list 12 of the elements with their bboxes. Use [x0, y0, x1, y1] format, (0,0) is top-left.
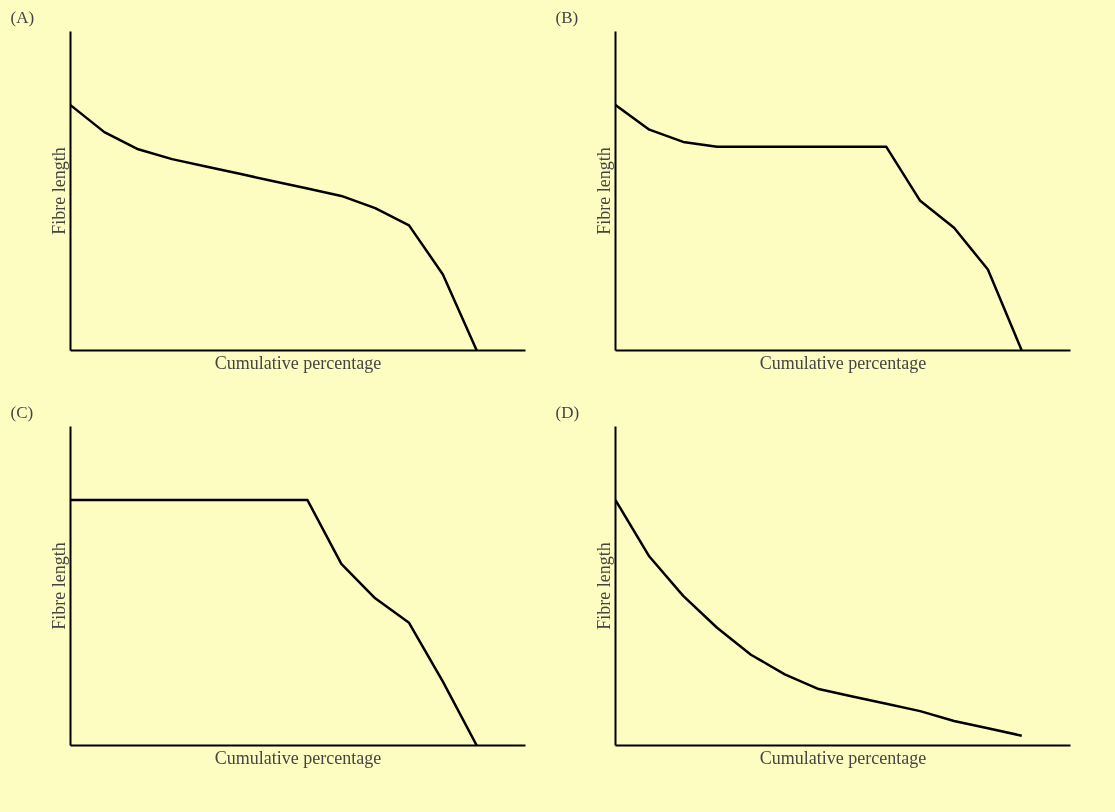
x-axis-title: Cumulative percentage	[759, 352, 927, 373]
chart-title: (C)	[10, 402, 34, 422]
x-axis-title: Cumulative percentage	[759, 747, 927, 768]
chart-title: (A)	[10, 7, 35, 27]
y-axis-title: Fibre length	[593, 542, 614, 630]
x-axis-title: Cumulative percentage	[214, 352, 382, 373]
y-axis-title: Fibre length	[48, 542, 69, 630]
chart-title: (B)	[555, 7, 579, 27]
chart-title: (D)	[555, 402, 580, 422]
y-axis-title: Fibre length	[593, 147, 614, 235]
y-axis-title: Fibre length	[48, 147, 69, 235]
x-axis-title: Cumulative percentage	[214, 747, 382, 768]
